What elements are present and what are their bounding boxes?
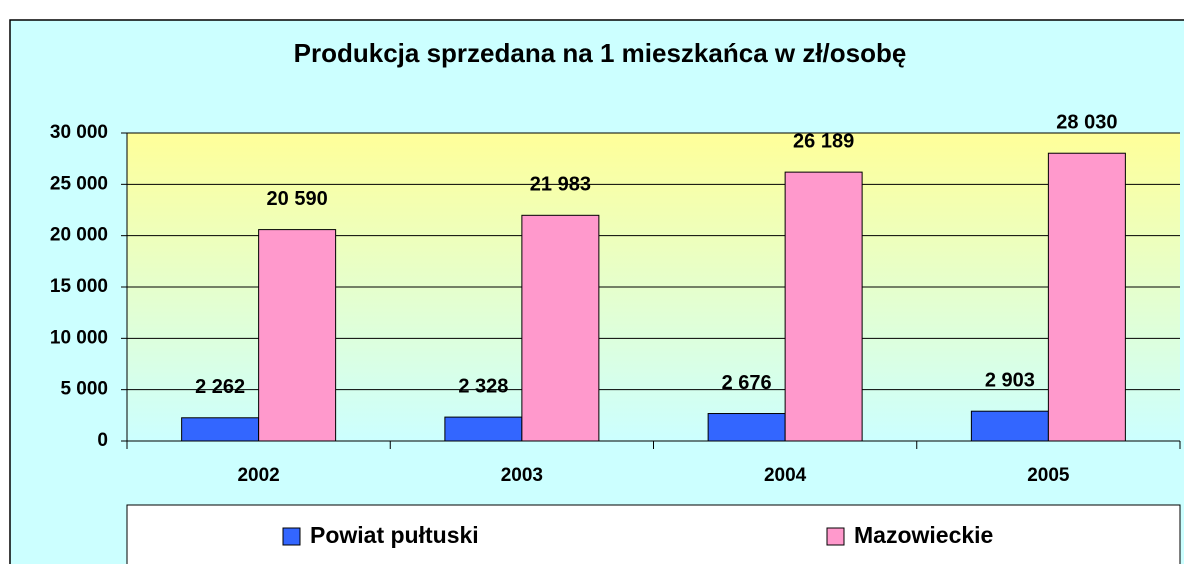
- chart-title: Produkcja sprzedana na 1 mieszkańca w zł…: [294, 38, 907, 68]
- y-tick-label: 15 000: [50, 276, 108, 297]
- legend-swatch: [826, 527, 845, 546]
- x-tick-label: 2005: [1027, 465, 1070, 486]
- bar: [707, 413, 786, 442]
- data-label: 2 328: [458, 375, 508, 397]
- y-tick-label: 0: [97, 430, 108, 451]
- data-label: 2 262: [195, 376, 245, 398]
- bar: [784, 171, 863, 442]
- y-tick-label: 20 000: [50, 225, 108, 246]
- x-tick-label: 2003: [501, 465, 543, 486]
- bar: [970, 410, 1049, 442]
- legend-box: [126, 504, 1181, 564]
- legend-swatch: [282, 527, 301, 546]
- data-label: 26 189: [793, 130, 854, 152]
- bar: [258, 229, 337, 442]
- bar: [1047, 152, 1126, 442]
- legend-label: Mazowieckie: [854, 522, 993, 548]
- y-tick-label: 25 000: [50, 173, 108, 194]
- data-label: 20 590: [267, 188, 328, 210]
- data-label: 2 676: [722, 372, 772, 394]
- y-tick-label: 5 000: [60, 379, 108, 400]
- bar: [444, 416, 523, 442]
- y-tick-label: 30 000: [50, 122, 108, 143]
- y-tick-label: 10 000: [50, 327, 108, 348]
- bar: [181, 417, 260, 442]
- data-label: 2 903: [985, 369, 1035, 391]
- data-label: 21 983: [530, 174, 591, 196]
- x-tick-label: 2002: [237, 465, 279, 486]
- data-label: 28 030: [1056, 112, 1117, 134]
- legend-label: Powiat pułtuski: [310, 522, 479, 548]
- bar: [521, 214, 600, 442]
- x-tick-label: 2004: [764, 465, 807, 486]
